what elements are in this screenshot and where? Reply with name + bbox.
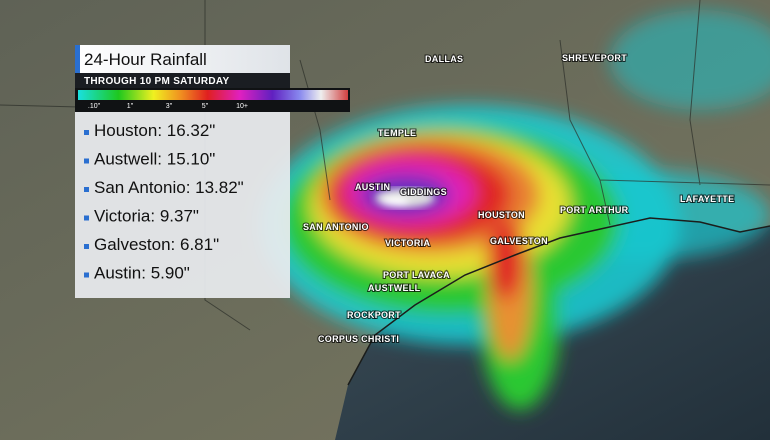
- city-label: LAFAYETTE: [680, 194, 734, 204]
- city-label: AUSTWELL: [368, 283, 421, 293]
- city-label: ROCKPORT: [347, 310, 401, 320]
- rainfall-item: Austwell: 15.10": [94, 150, 215, 169]
- city-label: PORT LAVACA: [383, 270, 450, 280]
- subtitle-box: [75, 73, 290, 88]
- list-box: [75, 112, 290, 298]
- scale-bar: [78, 90, 348, 100]
- city-label: GALVESTON: [490, 236, 548, 246]
- city-label: PORT ARTHUR: [560, 205, 629, 215]
- borders: [0, 0, 770, 331]
- city-label: SAN ANTONIO: [303, 222, 369, 232]
- title-box: [75, 45, 290, 73]
- city-label: VICTORIA: [385, 238, 430, 248]
- rainfall-item: Victoria: 9.37": [94, 207, 199, 226]
- city-label: GIDDINGS: [400, 187, 447, 197]
- bullet: [84, 244, 89, 249]
- rainfall-item: Austin: 5.90": [94, 264, 190, 283]
- city-label: CORPUS CHRISTI: [318, 334, 399, 344]
- city-label: DALLAS: [425, 54, 463, 64]
- coastline: [347, 217, 770, 386]
- bullet: [84, 272, 89, 278]
- bullet: [84, 158, 89, 164]
- rainfall-item: Houston: 16.32": [94, 121, 215, 140]
- city-label: HOUSTON: [478, 210, 525, 220]
- scale-label: 10+: [236, 103, 248, 110]
- panel-title: 24-Hour Rainfall: [84, 50, 207, 69]
- rainfall-item: San Antonio: 13.82": [94, 178, 244, 197]
- rainfall-panel: 24-Hour Rainfall THROUGH 10 PM SATURDAY …: [75, 45, 350, 298]
- scale-label: 5": [202, 103, 209, 110]
- city-labels: DALLAS SHREVEPORT TEMPLE AUSTIN GIDDINGS…: [302, 52, 735, 345]
- rainfall-peak: [375, 188, 435, 208]
- rainfall-item: Galveston: 6.81": [94, 235, 219, 254]
- scale-label: 1": [127, 103, 134, 110]
- city-label: AUSTIN: [355, 182, 390, 192]
- title-accent: [75, 45, 80, 73]
- scale-label: 3": [166, 103, 173, 110]
- city-label: SHREVEPORT: [562, 53, 627, 63]
- city-label: TEMPLE: [378, 128, 416, 138]
- bullet: [84, 187, 89, 192]
- bullet: [84, 215, 89, 221]
- scale-label: .10": [88, 103, 101, 110]
- bullet: [84, 130, 89, 135]
- panel-subtitle: THROUGH 10 PM SATURDAY: [84, 76, 230, 87]
- rainfall-list: Houston: 16.32" Austwell: 15.10" San Anton…: [84, 121, 244, 283]
